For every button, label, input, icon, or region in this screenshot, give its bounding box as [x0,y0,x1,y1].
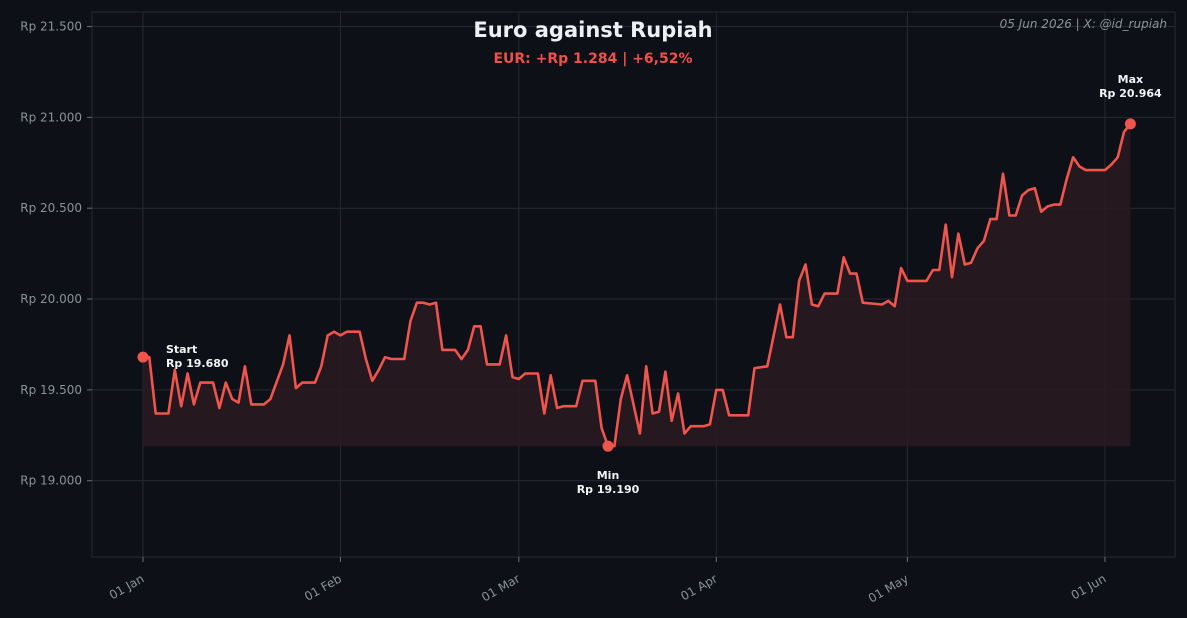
start-value-label: Rp 19.680 [166,357,229,370]
x-tick-label: 01 Apr [678,571,720,603]
min-marker [602,440,614,452]
x-axis: 01 Jan 01 Feb 01 Mar 01 Apr 01 May 01 Jun [107,557,1109,606]
max-label: Max [1118,73,1143,86]
chart-title: Euro against Rupiah [473,18,712,42]
y-tick-label: Rp 21.000 [20,110,82,124]
x-tick-label: 01 Mar [479,571,522,604]
start-marker [137,351,149,363]
y-tick-label: Rp 19.000 [20,474,82,488]
area-fill [143,123,1131,447]
chart-credit: 05 Jun 2026 | X: @id_rupiah [1000,17,1167,31]
min-label: Min [597,469,620,482]
x-tick-label: 01 Jan [107,571,147,602]
chart-subtitle: EUR: +Rp 1.284 | +6,52% [493,51,692,67]
max-marker [1124,118,1136,130]
x-tick-label: 01 Jun [1069,571,1109,602]
y-tick-label: Rp 20.000 [20,292,82,306]
y-axis: Rp 19.000 Rp 19.500 Rp 20.000 Rp 20.500 Rp 2… [20,20,92,488]
y-tick-label: Rp 20.500 [20,201,82,215]
start-label: Start [166,343,197,356]
x-tick-label: 01 Feb [302,571,344,603]
series-line [143,123,1132,448]
x-tick-label: 01 May [866,571,911,605]
y-tick-label: Rp 19.500 [20,383,82,397]
max-value-label: Rp 20.964 [1099,87,1162,100]
min-value-label: Rp 19.190 [577,483,640,496]
y-tick-label: Rp 21.500 [20,20,82,34]
